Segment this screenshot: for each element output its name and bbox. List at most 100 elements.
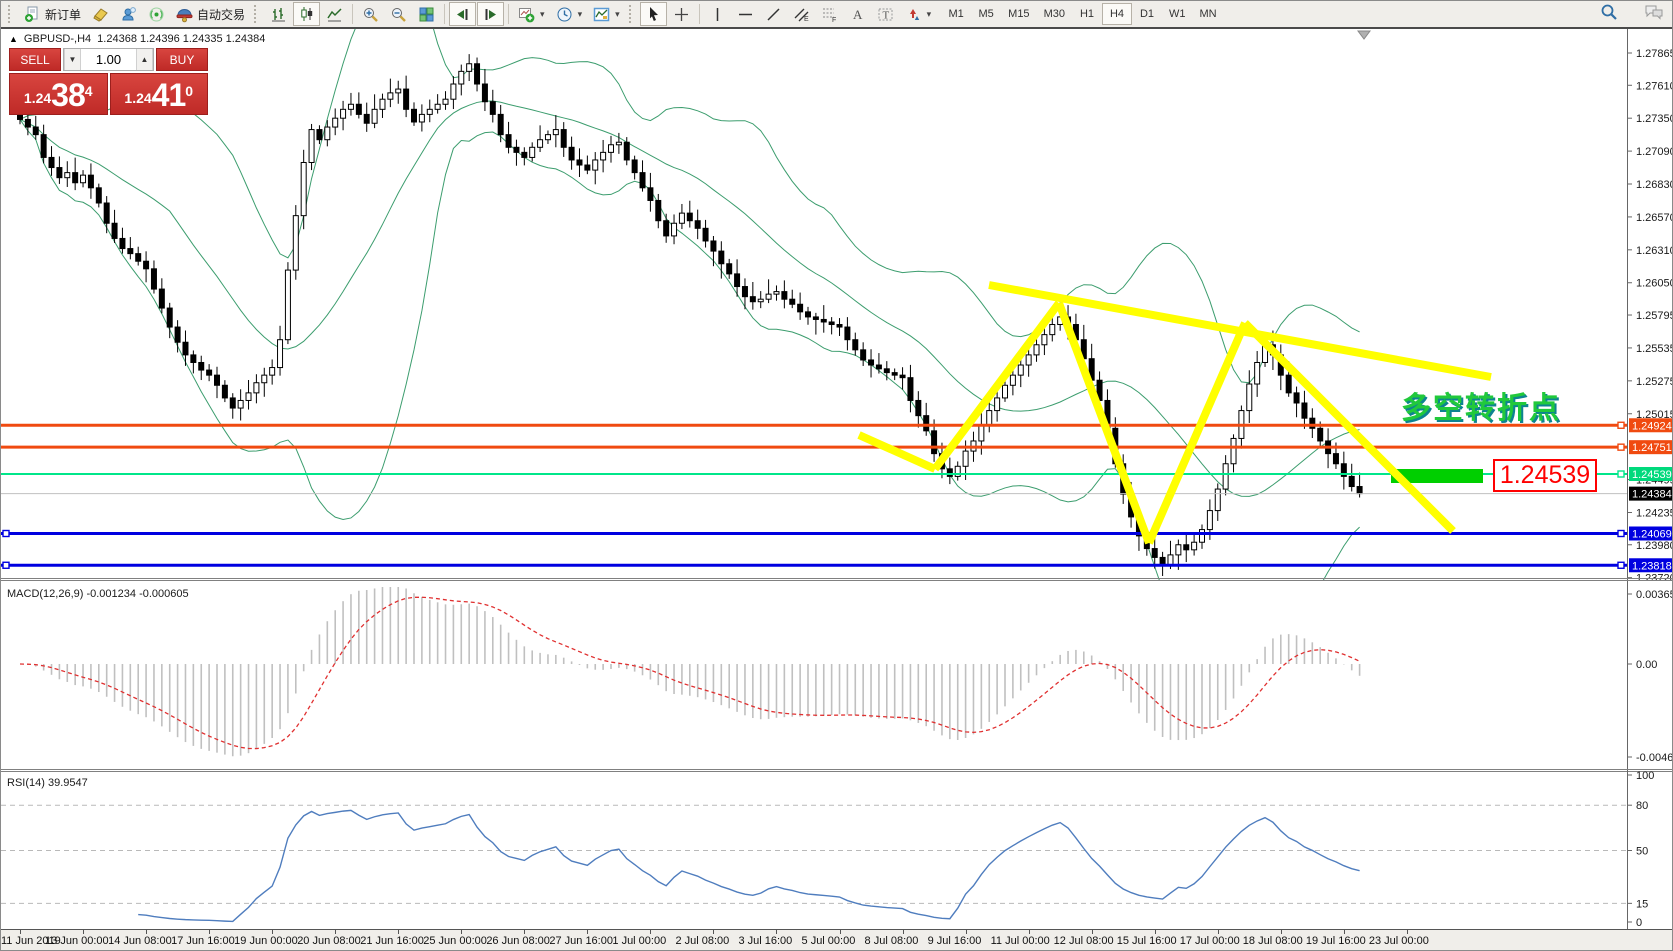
candle-body — [1332, 453, 1339, 465]
candle-body — [237, 399, 244, 409]
candle-body — [150, 268, 157, 290]
candle-body — [316, 129, 323, 141]
candle-body — [474, 63, 481, 85]
candle-body — [765, 293, 772, 300]
price-axis: 1.27865 1.27610 1.27350 1.27090 1.26830 1.265… — [1627, 29, 1673, 581]
crosshair-button[interactable] — [668, 2, 695, 26]
price-tick-label: 1.26050 — [1636, 278, 1673, 290]
hline-handle — [1617, 443, 1625, 451]
timeframe-H1[interactable]: H1 — [1072, 3, 1102, 25]
macd-axis: 0.003658 0.00 -0.004645 — [1627, 581, 1672, 771]
candle-body — [1033, 344, 1040, 356]
indicators-add-icon — [519, 7, 535, 22]
signals-icon — [149, 7, 164, 21]
zoom-out-button[interactable] — [385, 2, 412, 26]
tile-windows-button[interactable] — [413, 2, 440, 26]
candle-body — [340, 108, 347, 119]
candle-body — [1199, 529, 1205, 543]
candle-body — [56, 167, 63, 179]
buy-price-big: 41 — [151, 77, 187, 113]
candle-body — [1317, 427, 1324, 442]
collapse-arrow-icon[interactable]: ▲ — [9, 34, 18, 44]
buy-price-button[interactable]: 1.24 41 0 — [109, 73, 208, 115]
candle-body — [797, 303, 804, 313]
horizontal-line-button[interactable] — [732, 2, 759, 26]
fibonacci-icon: F — [822, 8, 836, 23]
community-button[interactable] — [115, 2, 142, 26]
candle-body — [868, 359, 875, 366]
candle-body — [48, 156, 55, 169]
metaeditor-button[interactable] — [87, 2, 114, 26]
toolbar-grip[interactable] — [8, 5, 15, 23]
time-axis-label: 12 Jul 08:00 — [1053, 935, 1114, 947]
new-order-button[interactable]: 新订单 — [19, 2, 86, 26]
price-chart-canvas[interactable]: 1.27865 1.27610 1.27350 1.27090 1.26830 1.265… — [1, 29, 1673, 581]
candle-body — [198, 361, 205, 371]
candle-body — [931, 430, 938, 455]
highlight-zone-rect[interactable] — [1391, 469, 1483, 483]
time-tick — [965, 930, 967, 934]
trendlines[interactable] — [857, 281, 1492, 545]
text-label-button[interactable]: T — [872, 2, 899, 26]
chart-shift-marker — [1357, 30, 1371, 40]
auto-trading-button[interactable]: 自动交易 — [171, 2, 250, 26]
periods-button[interactable]: ▾ — [551, 2, 588, 26]
arrows-button[interactable]: ▾ — [900, 2, 937, 26]
volume-decrease-button[interactable]: ▼ — [64, 49, 81, 70]
timeframe-M15[interactable]: M15 — [1001, 3, 1036, 25]
chart-shift-button[interactable] — [477, 2, 505, 26]
candlestick-chart-icon — [301, 6, 313, 21]
timeframe-D1[interactable]: D1 — [1132, 3, 1162, 25]
zoom-in-button[interactable] — [357, 2, 384, 26]
search-icon[interactable] — [1600, 3, 1618, 21]
toolbar-grip[interactable] — [254, 5, 261, 23]
buy-button[interactable]: BUY — [156, 48, 208, 71]
time-axis-label: 13 Jun 00:00 — [45, 935, 109, 947]
timeframe-M1[interactable]: M1 — [941, 3, 971, 25]
price-tag-callout[interactable]: 1.24539 — [1493, 459, 1597, 492]
time-axis-label: 9 Jul 16:00 — [927, 935, 982, 947]
timeframe-MN[interactable]: MN — [1192, 3, 1223, 25]
timeframe-M30[interactable]: M30 — [1037, 3, 1072, 25]
bar-chart-button[interactable] — [265, 2, 292, 26]
chat-icon[interactable] — [1644, 3, 1664, 21]
sell-price-button[interactable]: 1.24 38 4 — [9, 73, 108, 115]
candle-body — [986, 410, 993, 427]
candle-body — [1230, 437, 1237, 465]
candlestick-chart-button[interactable] — [293, 2, 321, 26]
text-button[interactable]: A — [844, 2, 871, 26]
candle-body — [702, 227, 709, 242]
volume-increase-button[interactable]: ▲ — [136, 49, 153, 70]
equidistant-channel-button[interactable]: E — [788, 2, 815, 26]
tile-windows-icon — [419, 7, 434, 21]
candle-body — [64, 172, 71, 179]
price-chip-label: 1.24924 — [1632, 420, 1672, 432]
toolbar-grip[interactable] — [628, 5, 636, 23]
price-chip — [1629, 526, 1672, 541]
signals-button[interactable] — [143, 2, 170, 26]
auto-scroll-button[interactable] — [449, 2, 477, 26]
trendline-button[interactable] — [760, 2, 787, 26]
macd-indicator-canvas[interactable]: 0.003658 0.00 -0.004645 — [1, 581, 1673, 771]
timeframe-M5[interactable]: M5 — [971, 3, 1001, 25]
templates-button[interactable]: ▾ — [588, 2, 625, 26]
time-axis[interactable]: 11 Jun 2019 13 Jun 00:00 14 Jun 08:00 17 Ju… — [1, 929, 1672, 950]
timeframe-H4[interactable]: H4 — [1101, 3, 1132, 25]
cursor-button[interactable] — [639, 2, 667, 26]
candle-body — [481, 83, 488, 103]
time-tick — [20, 930, 21, 934]
sell-button[interactable]: SELL — [9, 48, 61, 71]
line-chart-button[interactable] — [321, 2, 348, 26]
vertical-line-button[interactable] — [704, 2, 731, 26]
indicators-button[interactable]: ▾ — [513, 2, 550, 26]
trendline-icon — [767, 7, 780, 21]
bar-chart-icon — [272, 7, 286, 21]
buy-price-pip: 0 — [185, 83, 194, 99]
candle-body — [300, 161, 307, 217]
timeframe-W1[interactable]: W1 — [1162, 3, 1193, 25]
rsi-indicator-canvas[interactable]: 100 80 50 15 0 — [1, 771, 1673, 929]
horizontal-lines[interactable] — [1, 421, 1627, 569]
bollinger-bands — [19, 29, 1360, 581]
fibonacci-button[interactable]: F — [816, 2, 843, 26]
volume-input[interactable] — [81, 49, 136, 70]
